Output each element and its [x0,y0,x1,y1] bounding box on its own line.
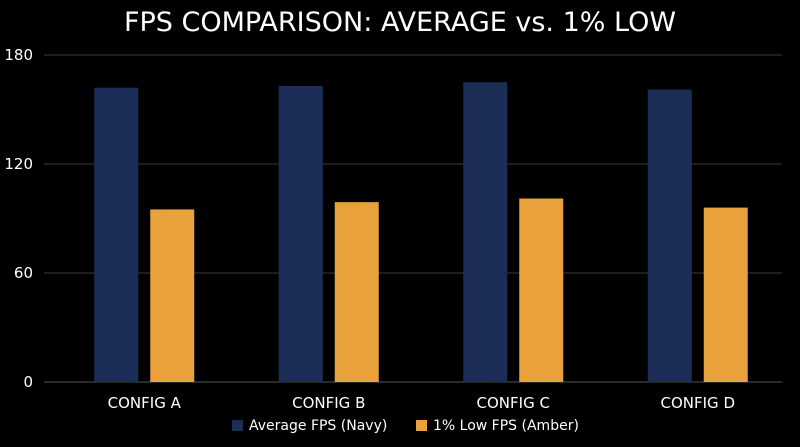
bar-average-config-c [463,82,508,382]
bar-average-config-b [278,85,323,382]
x-category-label: CONFIG B [292,394,365,412]
bar-average-config-a [94,87,139,382]
legend-swatch-average [232,420,243,431]
legend-swatch-low [416,420,427,431]
bars [94,82,748,383]
bar-low-config-c [519,198,564,382]
y-tick-label: 60 [14,264,33,282]
bar-low-config-d [703,207,748,382]
x-axis-categories: CONFIG A CONFIG B CONFIG C CONFIG D [108,394,735,412]
y-tick-label: 180 [4,46,33,64]
x-category-label: CONFIG C [477,394,550,412]
bar-low-config-b [334,202,379,382]
bar-average-config-d [647,89,692,383]
x-category-label: CONFIG D [661,394,736,412]
y-tick-label: 120 [4,155,33,173]
y-axis-ticks: 0 60 120 180 [4,46,33,391]
legend-label-average: Average FPS (Navy) [249,418,387,434]
chart-title: FPS COMPARISON: AVERAGE vs. 1% LOW [124,7,676,38]
legend-label-low: 1% Low FPS (Amber) [433,418,579,434]
legend: Average FPS (Navy) 1% Low FPS (Amber) [232,418,579,434]
bar-low-config-a [150,209,195,382]
x-category-label: CONFIG A [108,394,182,412]
y-tick-label: 0 [23,373,33,391]
